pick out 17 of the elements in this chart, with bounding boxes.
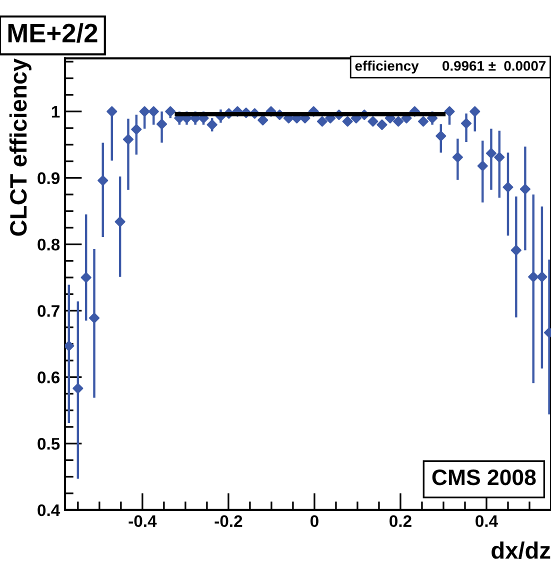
chart-title: ME+2/2 <box>8 23 98 43</box>
annotation: CMS 2008 <box>432 470 536 486</box>
y-tick-label: 0.4 <box>38 504 60 516</box>
x-tick-label: 0 <box>310 515 318 528</box>
y-axis-title: CLCT efficiency <box>9 58 32 236</box>
y-tick-label: 0.9 <box>38 172 60 184</box>
x-tick-label: 0.4 <box>476 515 498 528</box>
y-tick-label: 0.5 <box>38 438 60 450</box>
x-tick-label: 0.2 <box>390 515 412 528</box>
y-tick-label: 0.6 <box>38 372 60 384</box>
y-tick-label: 1 <box>52 106 60 118</box>
x-axis-title: dx/dz <box>492 541 550 560</box>
annotation: efficiency 0.9961 ± 0.0007 <box>355 60 546 74</box>
x-tick-label: -0.4 <box>128 515 157 528</box>
x-tick-label: -0.2 <box>214 515 242 528</box>
y-tick-label: 0.7 <box>38 305 60 317</box>
y-tick-label: 0.8 <box>38 238 60 250</box>
